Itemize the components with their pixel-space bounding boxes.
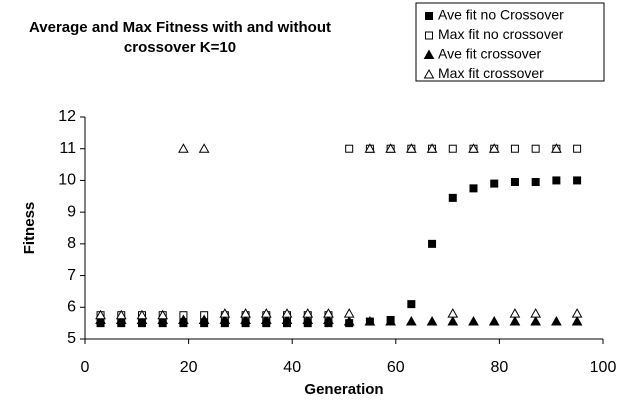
point [573,176,582,185]
point [573,144,582,153]
legend-label: Max fit no crossover [438,26,564,42]
point [281,314,293,324]
point [345,144,354,153]
point [343,308,355,318]
point [552,176,561,185]
y-tick-label: 12 [58,108,76,125]
point [490,179,499,188]
point [448,193,457,202]
x-axis-label: Generation [304,381,383,398]
point [488,143,500,153]
point [302,308,314,318]
point [157,309,169,320]
point [364,143,376,153]
y-tick-label: 5 [67,330,76,347]
y-tick-label: 11 [59,140,76,157]
point [343,316,355,326]
point [551,316,562,326]
point [240,314,251,324]
legend-label: Ave fit crossover [438,46,542,62]
point [260,314,272,324]
point [405,143,417,153]
x-tick-label: 80 [491,359,509,376]
point [469,184,478,193]
y-tick-label: 8 [67,235,76,252]
y-tick-label: 6 [67,299,76,316]
point [531,178,540,187]
point [571,308,583,318]
point [405,316,417,326]
point [488,316,500,326]
y-tick-label: 7 [67,267,76,284]
point [509,316,521,326]
legend-marker [423,49,435,59]
point [115,309,127,320]
point [530,316,542,326]
x-tick-label: 20 [180,359,198,376]
point [302,314,314,324]
y-axis-label: Fitness [21,202,38,255]
point [426,143,438,153]
point [468,316,479,326]
y-tick-label: 10 [58,172,76,189]
point [219,314,231,324]
point [510,178,519,187]
point [323,314,334,324]
legend-label: Max fit crossover [438,65,544,81]
point [468,143,479,153]
point [95,314,106,324]
point [136,309,148,320]
point [385,316,396,326]
point [510,144,519,153]
point [115,314,127,324]
point [447,316,459,326]
legend-label: Ave fit no Crossover [438,7,564,23]
point [428,239,437,248]
point [531,144,540,153]
legend-marker [423,68,435,79]
point [364,316,376,326]
point [571,316,583,326]
point [198,314,210,324]
point [407,300,416,309]
point [551,143,562,153]
point [157,314,169,324]
point [323,308,334,318]
point [385,143,396,153]
point [447,308,459,318]
point [240,308,251,318]
point [448,144,457,153]
point [178,143,189,153]
point [509,308,521,318]
point [530,308,542,318]
point [178,314,189,324]
x-tick-label: 0 [81,359,90,376]
point [198,143,210,153]
x-tick-label: 40 [283,359,301,376]
point [95,309,106,320]
point [136,314,148,324]
y-tick-label: 9 [67,203,76,220]
x-tick-label: 60 [387,359,405,376]
chart-title: Average and Max Fitness with and without… [29,19,331,56]
point [426,316,438,326]
legend-box [415,2,605,82]
legend-marker [425,12,433,20]
x-tick-label: 100 [590,359,617,376]
legend-marker [425,31,433,40]
point [219,308,231,318]
point [260,308,272,318]
point [281,308,293,318]
